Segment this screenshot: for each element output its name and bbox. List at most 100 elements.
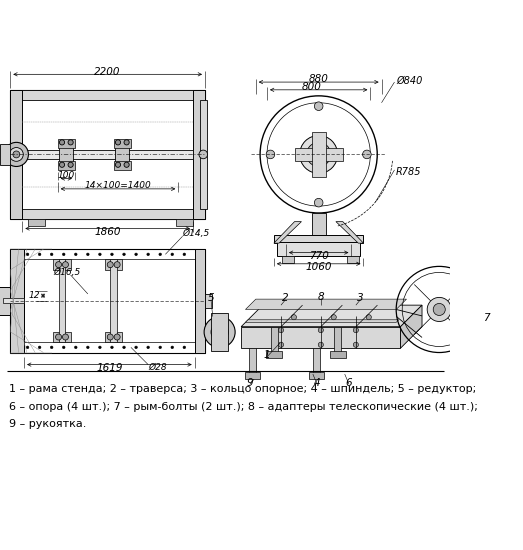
Text: 5: 5 xyxy=(208,293,214,303)
Circle shape xyxy=(111,253,113,256)
Circle shape xyxy=(124,140,129,145)
Bar xyxy=(22,150,193,159)
Text: 14×100=1400: 14×100=1400 xyxy=(85,181,151,190)
Bar xyxy=(0,144,10,165)
Text: 8: 8 xyxy=(317,292,324,301)
Circle shape xyxy=(9,147,23,161)
Circle shape xyxy=(4,142,28,167)
Circle shape xyxy=(171,346,174,349)
Circle shape xyxy=(362,150,371,159)
Circle shape xyxy=(266,150,275,159)
Circle shape xyxy=(354,342,358,348)
Polygon shape xyxy=(245,299,406,310)
Bar xyxy=(309,372,324,379)
Bar xyxy=(105,332,122,342)
Bar xyxy=(24,260,195,342)
Bar xyxy=(200,100,207,208)
Circle shape xyxy=(318,328,323,333)
Circle shape xyxy=(26,253,29,256)
Text: 2200: 2200 xyxy=(95,67,121,77)
Bar xyxy=(10,249,205,353)
Bar xyxy=(176,219,193,226)
Circle shape xyxy=(74,346,77,349)
Circle shape xyxy=(314,199,323,207)
Circle shape xyxy=(204,317,235,348)
Bar xyxy=(10,90,22,219)
Bar xyxy=(60,142,73,167)
Bar xyxy=(249,348,256,374)
Bar xyxy=(205,294,212,308)
Bar xyxy=(195,249,205,353)
Bar xyxy=(274,234,363,243)
Bar xyxy=(277,242,360,256)
Bar xyxy=(266,351,282,358)
Text: 1 – рама стенда; 2 – траверса; 3 – кольцо опорное; 4 – шпиндель; 5 – редуктор;: 1 – рама стенда; 2 – траверса; 3 – кольц… xyxy=(8,384,476,394)
Text: 9 – рукоятка.: 9 – рукоятка. xyxy=(8,419,86,429)
Circle shape xyxy=(68,162,73,167)
Circle shape xyxy=(318,342,323,348)
Circle shape xyxy=(87,346,89,349)
Bar xyxy=(10,90,205,100)
Circle shape xyxy=(116,162,121,167)
Text: 2: 2 xyxy=(282,293,289,303)
Circle shape xyxy=(50,253,53,256)
Circle shape xyxy=(159,346,162,349)
Text: 880: 880 xyxy=(309,74,328,84)
Text: 6 – опора (4 шт.); 7 – рым-болты (2 шт.); 8 – адаптеры телескопические (4 шт.);: 6 – опора (4 шт.); 7 – рым-болты (2 шт.)… xyxy=(8,403,477,412)
Circle shape xyxy=(62,346,65,349)
Circle shape xyxy=(123,253,126,256)
Bar xyxy=(113,161,131,170)
Circle shape xyxy=(366,315,371,320)
Circle shape xyxy=(87,253,89,256)
Bar xyxy=(313,348,320,374)
Circle shape xyxy=(314,102,323,111)
Circle shape xyxy=(427,298,451,322)
Circle shape xyxy=(159,253,162,256)
Circle shape xyxy=(278,342,283,348)
Bar xyxy=(334,327,342,353)
Bar xyxy=(312,132,325,177)
Bar xyxy=(105,260,122,270)
Bar xyxy=(10,208,205,219)
Bar xyxy=(116,142,129,167)
Circle shape xyxy=(13,151,20,158)
Circle shape xyxy=(50,346,53,349)
Bar xyxy=(53,332,71,342)
Circle shape xyxy=(116,140,121,145)
Circle shape xyxy=(99,346,101,349)
Circle shape xyxy=(183,253,186,256)
Circle shape xyxy=(123,346,126,349)
Circle shape xyxy=(60,140,65,145)
Bar xyxy=(59,260,65,342)
Circle shape xyxy=(107,262,113,268)
Bar xyxy=(281,256,294,263)
Circle shape xyxy=(38,346,41,349)
Bar xyxy=(245,372,260,379)
Circle shape xyxy=(38,253,41,256)
Circle shape xyxy=(107,334,113,340)
Text: 800: 800 xyxy=(302,82,322,92)
Circle shape xyxy=(111,346,113,349)
Bar xyxy=(28,219,45,226)
Bar xyxy=(110,260,117,342)
Circle shape xyxy=(68,140,73,145)
Text: 1: 1 xyxy=(264,350,270,360)
Text: 770: 770 xyxy=(309,251,328,261)
Polygon shape xyxy=(336,222,363,243)
Circle shape xyxy=(211,323,228,340)
Circle shape xyxy=(313,148,325,161)
Circle shape xyxy=(354,328,358,333)
Circle shape xyxy=(278,328,283,333)
Circle shape xyxy=(147,346,150,349)
Text: 1860: 1860 xyxy=(95,227,121,237)
Circle shape xyxy=(62,253,65,256)
Bar xyxy=(0,287,10,315)
Bar xyxy=(193,90,205,219)
Bar xyxy=(330,351,346,358)
Bar xyxy=(294,147,343,161)
Circle shape xyxy=(62,262,69,268)
Circle shape xyxy=(135,346,138,349)
Circle shape xyxy=(55,262,62,268)
Bar xyxy=(4,298,24,304)
Circle shape xyxy=(62,334,69,340)
